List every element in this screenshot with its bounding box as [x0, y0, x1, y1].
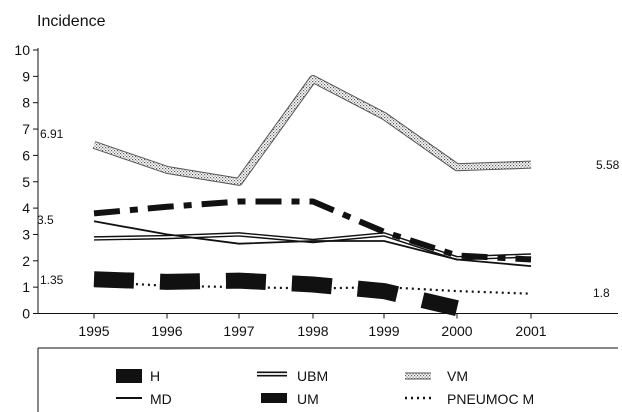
y-axis-title: Incidence — [37, 13, 106, 30]
legend-label: PNEUMOC M — [447, 391, 534, 407]
legend-label: UM — [297, 391, 319, 407]
x-tick-label: 1995 — [78, 323, 109, 339]
y-tick-label: 3 — [22, 226, 30, 242]
plot-area: 0 1 2 3 4 5 6 7 8 9 10 1995 1996 1997 1998 1999 2000 2001… — [14, 42, 619, 339]
data-label: 6.91 — [40, 127, 64, 141]
x-tick-label: 1998 — [297, 323, 328, 339]
x-tick-label: 2000 — [441, 323, 472, 339]
legend-swatch — [116, 369, 142, 383]
x-tick-label: 1996 — [151, 323, 182, 339]
data-label: 3.5 — [37, 213, 54, 227]
legend-item-h: H — [116, 368, 160, 384]
series-h — [93, 271, 459, 316]
series-md — [93, 220, 532, 267]
series-vm — [92, 75, 532, 186]
legend-item-pneumoc-m: PNEUMOC M — [405, 391, 534, 407]
series-line — [93, 198, 532, 263]
x-tick-label: 2001 — [515, 323, 546, 339]
legend-item-ubm: UBM — [257, 368, 328, 384]
legend: H MD UBM UM VM PNEUMOC M — [37, 347, 618, 412]
x-tick-label: 1999 — [368, 323, 399, 339]
legend-label: VM — [447, 368, 468, 384]
y-tick-label: 9 — [22, 68, 30, 84]
y-tick-label: 7 — [22, 121, 30, 137]
y-tick-label: 0 — [22, 306, 30, 322]
y-tick-label: 10 — [14, 42, 30, 58]
legend-label: H — [150, 368, 160, 384]
legend-item-md: MD — [116, 391, 172, 407]
legend-swatch — [261, 393, 287, 403]
legend-item-vm: VM — [405, 368, 468, 384]
data-label: 1.8 — [593, 286, 610, 300]
series-line — [93, 271, 459, 316]
y-tick-label: 4 — [22, 200, 30, 216]
x-tick-label: 1997 — [223, 323, 254, 339]
series-line — [93, 220, 532, 267]
y-tick-label: 6 — [22, 147, 30, 163]
y-tick-label: 5 — [22, 174, 30, 190]
y-tick-label: 1 — [22, 279, 30, 295]
series-line-overlay — [93, 76, 532, 185]
legend-label: UBM — [297, 368, 328, 384]
y-tick-label: 8 — [22, 95, 30, 111]
legend-item-um: UM — [261, 391, 319, 407]
data-label: 5.58 — [596, 158, 620, 172]
y-tick-label: 2 — [22, 253, 30, 269]
data-label: 1.35 — [40, 273, 64, 287]
legend-label: MD — [150, 391, 172, 407]
series-um — [93, 198, 532, 263]
